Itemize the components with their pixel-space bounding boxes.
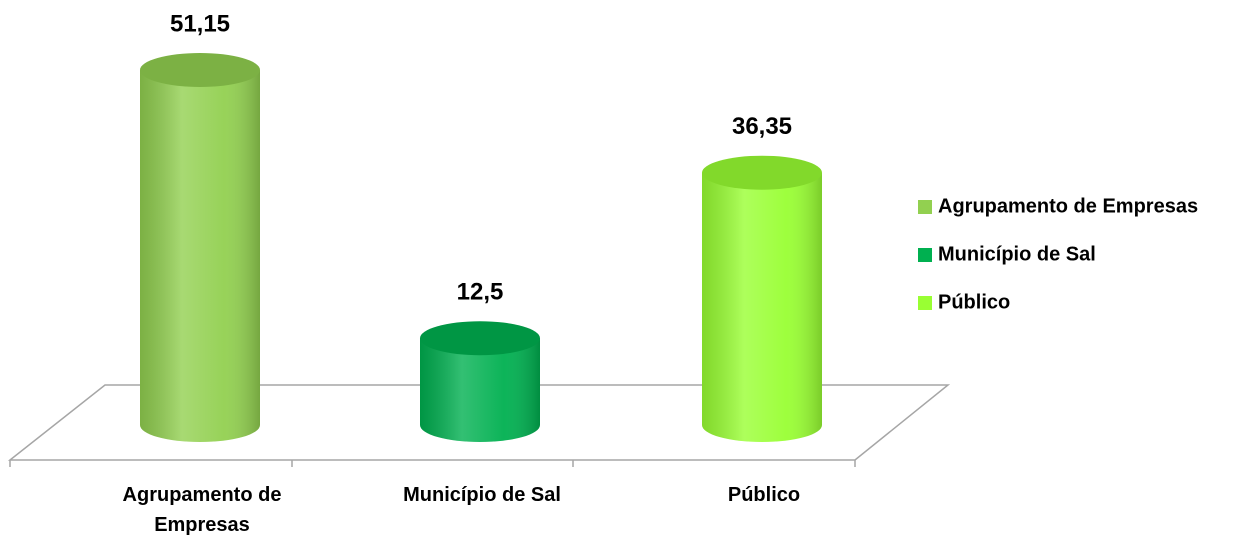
value-label: 36,35 — [732, 113, 792, 140]
x-tick-label: Agrupamento de Empresas — [122, 484, 282, 536]
legend-label: Público — [938, 291, 1010, 313]
bar-top — [420, 321, 540, 356]
legend-label: Agrupamento de Empresas — [938, 195, 1198, 217]
floor-ticks — [9, 460, 856, 467]
bar-shade — [140, 70, 260, 442]
legend-swatch — [918, 248, 932, 262]
legend-swatch — [918, 200, 932, 214]
value-label: 12,5 — [457, 279, 504, 306]
bar-top — [702, 155, 822, 190]
x-tick-label: Público — [727, 484, 801, 506]
value-label: 51,15 — [170, 10, 230, 37]
bar-shade — [702, 172, 822, 442]
legend-label: Município de Sal — [938, 243, 1096, 265]
bar-top — [140, 53, 260, 87]
x-tick-label: Município de Sal — [403, 484, 561, 506]
legend-swatch — [918, 296, 932, 310]
bar-shade — [420, 338, 540, 442]
